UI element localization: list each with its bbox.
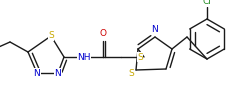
Text: S: S <box>136 53 142 61</box>
Text: N: N <box>34 69 40 77</box>
Text: O: O <box>99 30 106 38</box>
Text: S: S <box>128 69 133 79</box>
Text: Cl: Cl <box>202 0 210 6</box>
Text: N: N <box>151 25 158 35</box>
Text: NH: NH <box>77 53 90 61</box>
Text: N: N <box>54 69 61 77</box>
Text: S: S <box>48 32 54 40</box>
